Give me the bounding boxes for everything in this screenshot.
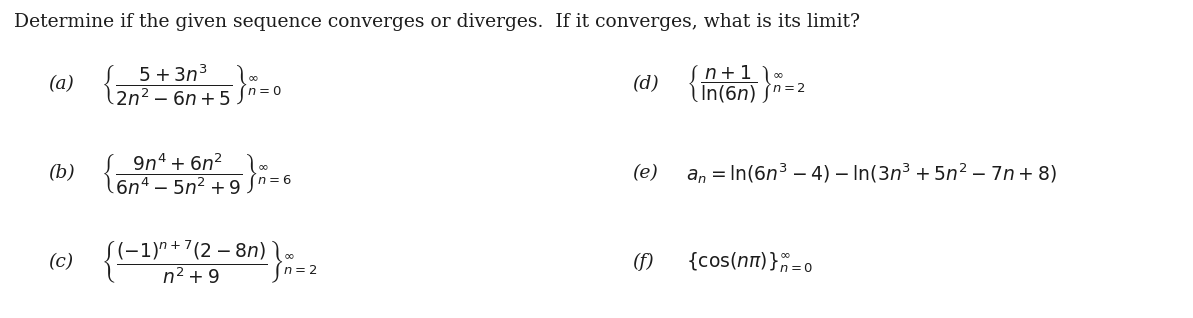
Text: (a): (a) [48, 75, 74, 93]
Text: $\left\{\dfrac{(-1)^{n+7}(2-8n)}{n^2+9}\right\}_{n=2}^{\infty}$: $\left\{\dfrac{(-1)^{n+7}(2-8n)}{n^2+9}\… [101, 238, 317, 286]
Text: (f): (f) [632, 253, 654, 272]
Text: (e): (e) [632, 164, 659, 182]
Text: $\left\{\dfrac{5+3n^3}{2n^2-6n+5}\right\}_{n=0}^{\infty}$: $\left\{\dfrac{5+3n^3}{2n^2-6n+5}\right\… [101, 62, 283, 107]
Text: (d): (d) [632, 75, 659, 93]
Text: $\left\{\cos(n\pi)\right\}_{n=0}^{\infty}$: $\left\{\cos(n\pi)\right\}_{n=0}^{\infty… [686, 250, 814, 275]
Text: Determine if the given sequence converges or diverges.  If it converges, what is: Determine if the given sequence converge… [14, 13, 860, 31]
Text: $a_n = \ln(6n^3-4) - \ln(3n^3+5n^2-7n+8)$: $a_n = \ln(6n^3-4) - \ln(3n^3+5n^2-7n+8)… [686, 161, 1057, 186]
Text: (b): (b) [48, 164, 74, 182]
Text: $\left\{\dfrac{n+1}{\ln(6n)}\right\}_{n=2}^{\infty}$: $\left\{\dfrac{n+1}{\ln(6n)}\right\}_{n=… [686, 64, 806, 105]
Text: (c): (c) [48, 253, 73, 271]
Text: $\left\{\dfrac{9n^4+6n^2}{6n^4-5n^2+9}\right\}_{n=6}^{\infty}$: $\left\{\dfrac{9n^4+6n^2}{6n^4-5n^2+9}\r… [101, 151, 292, 196]
